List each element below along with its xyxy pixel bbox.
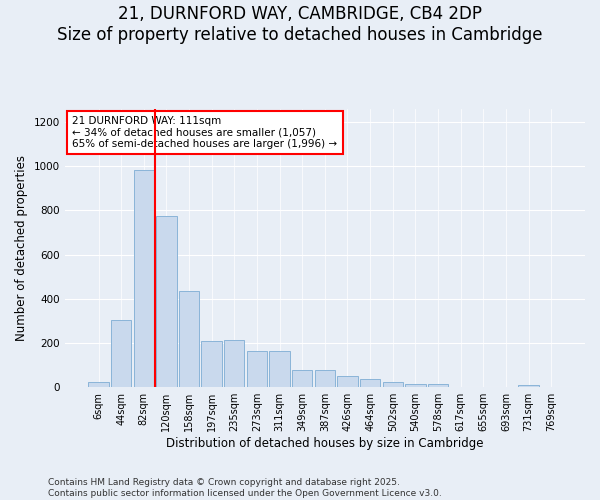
Text: Contains HM Land Registry data © Crown copyright and database right 2025.
Contai: Contains HM Land Registry data © Crown c… xyxy=(48,478,442,498)
Text: 21 DURNFORD WAY: 111sqm
← 34% of detached houses are smaller (1,057)
65% of semi: 21 DURNFORD WAY: 111sqm ← 34% of detache… xyxy=(73,116,338,149)
Bar xyxy=(269,351,290,387)
Bar xyxy=(111,320,131,387)
Bar xyxy=(88,382,109,387)
Bar xyxy=(405,384,425,387)
Bar xyxy=(383,382,403,387)
Bar xyxy=(337,376,358,387)
Bar xyxy=(360,380,380,387)
Bar xyxy=(428,384,448,387)
Bar xyxy=(134,170,154,387)
Text: 21, DURNFORD WAY, CAMBRIDGE, CB4 2DP
Size of property relative to detached house: 21, DURNFORD WAY, CAMBRIDGE, CB4 2DP Siz… xyxy=(57,5,543,44)
Bar xyxy=(224,340,244,387)
Y-axis label: Number of detached properties: Number of detached properties xyxy=(15,155,28,341)
Bar xyxy=(518,385,539,387)
X-axis label: Distribution of detached houses by size in Cambridge: Distribution of detached houses by size … xyxy=(166,437,484,450)
Bar xyxy=(156,216,176,387)
Bar xyxy=(247,351,267,387)
Bar xyxy=(314,370,335,387)
Bar xyxy=(292,370,313,387)
Bar xyxy=(202,341,222,387)
Bar xyxy=(179,291,199,387)
